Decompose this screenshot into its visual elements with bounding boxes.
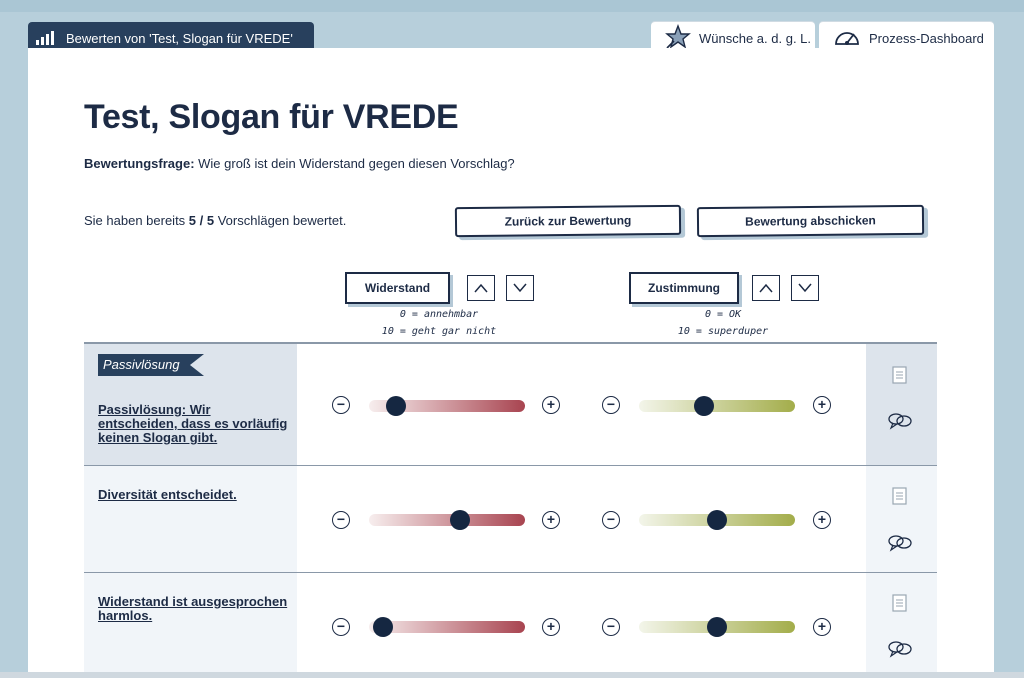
back-to-rating-button[interactable]: Zurück zur Bewertung [454,204,682,238]
progress-suffix: Vorschlägen bewertet. [214,213,347,228]
progress-total: / 5 [196,213,215,228]
sort-down-resistance-button[interactable] [506,275,534,301]
speedometer-icon [833,26,861,51]
approval-increase-button[interactable]: + [813,511,831,529]
resistance-increase-button[interactable]: + [542,511,560,529]
speech-bubbles-icon[interactable] [887,534,913,552]
row-actions-cell [866,344,937,466]
document-icon[interactable] [892,487,908,505]
chevron-down-icon [798,283,812,293]
rating-question: Bewertungsfrage: Wie groß ist dein Wider… [84,156,515,171]
resistance-decrease-button[interactable]: − [332,511,350,529]
proposal-title[interactable]: Diversität entscheidet. [98,487,237,502]
row-name-cell: Diversität entscheidet. [84,466,297,573]
resistance-slider[interactable] [369,617,525,637]
approval-decrease-button[interactable]: − [602,618,620,636]
approval-increase-button[interactable]: + [813,396,831,414]
row-separator [84,571,937,573]
document-icon[interactable] [892,594,908,612]
approval-slider[interactable] [639,617,795,637]
window-top-strip [0,0,1024,12]
chevron-up-icon [474,283,488,293]
resistance-slider-thumb[interactable] [373,617,393,637]
table-row: Widerstand ist ausgesprochen harmlos. − … [84,573,937,672]
sort-up-approval-button[interactable] [752,275,780,301]
star-wand-icon [665,23,691,53]
resistance-slider[interactable] [369,510,525,530]
submit-rating-button[interactable]: Bewertung abschicken [696,204,925,238]
table-row: Diversität entscheidet. − + − + [84,466,937,573]
approval-slider-thumb[interactable] [694,396,715,416]
approval-slider-thumb[interactable] [707,617,727,637]
resistance-slider-thumb[interactable] [385,396,406,416]
approval-decrease-button[interactable]: − [602,511,620,529]
speech-bubbles-icon[interactable] [887,412,913,430]
progress-text: Sie haben bereits 5 / 5 Vorschlägen bewe… [84,213,346,228]
approval-increase-button[interactable]: + [813,618,831,636]
column-header-approval[interactable]: Zustimmung [629,272,739,304]
proposal-title[interactable]: Widerstand ist ausgesprochen harmlos. [98,594,288,623]
column-header-resistance[interactable]: Widerstand [345,272,450,304]
page-title: Test, Slogan für VREDE [84,98,459,136]
resistance-slider-thumb[interactable] [449,510,470,530]
resistance-decrease-button[interactable]: − [332,618,350,636]
resistance-increase-button[interactable]: + [542,618,560,636]
approval-min-legend: 0 = OK [704,309,742,320]
chevron-down-icon [513,283,527,293]
approval-slider[interactable] [639,396,795,416]
chevron-up-icon [759,283,773,293]
tab-rating-label: Bewerten von 'Test, Slogan für VREDE' [66,30,293,46]
tab-dashboard-label: Prozess-Dashboard [869,30,984,46]
approval-slider[interactable] [639,510,795,530]
resistance-min-legend: 0 = annehmbar [399,309,479,320]
table-top-border [84,342,937,344]
resistance-slider[interactable] [369,396,525,416]
bar-chart-icon [36,31,54,45]
approval-max-legend: 10 = superduper [677,326,769,337]
progress-count: 5 [188,213,197,228]
row-actions-cell [866,466,937,573]
question-text: Wie groß ist dein Widerstand gegen diese… [194,156,515,171]
sort-down-approval-button[interactable] [791,275,819,301]
passive-solution-badge: Passivlösung [98,354,204,376]
row-actions-cell [866,573,937,672]
speech-bubbles-icon[interactable] [887,640,913,658]
proposal-title[interactable]: Passivlösung: Wir entscheiden, dass es v… [98,402,288,445]
row-separator [84,464,937,466]
sort-up-resistance-button[interactable] [467,275,495,301]
tab-wishes-label: Wünsche a. d. g. L. [699,30,812,46]
window-bottom-edge [0,672,1024,678]
resistance-max-legend: 10 = geht gar nicht [381,326,497,337]
progress-prefix: Sie haben bereits [84,213,189,228]
document-icon[interactable] [892,366,908,384]
approval-slider-thumb[interactable] [707,510,727,530]
table-row: Passivlösung Passivlösung: Wir entscheid… [84,344,937,466]
row-name-cell: Widerstand ist ausgesprochen harmlos. [84,573,297,672]
row-name-cell: Passivlösung Passivlösung: Wir entscheid… [84,344,297,466]
resistance-increase-button[interactable]: + [542,396,560,414]
resistance-decrease-button[interactable]: − [332,396,350,414]
question-label: Bewertungsfrage: [84,156,195,171]
approval-decrease-button[interactable]: − [602,396,620,414]
